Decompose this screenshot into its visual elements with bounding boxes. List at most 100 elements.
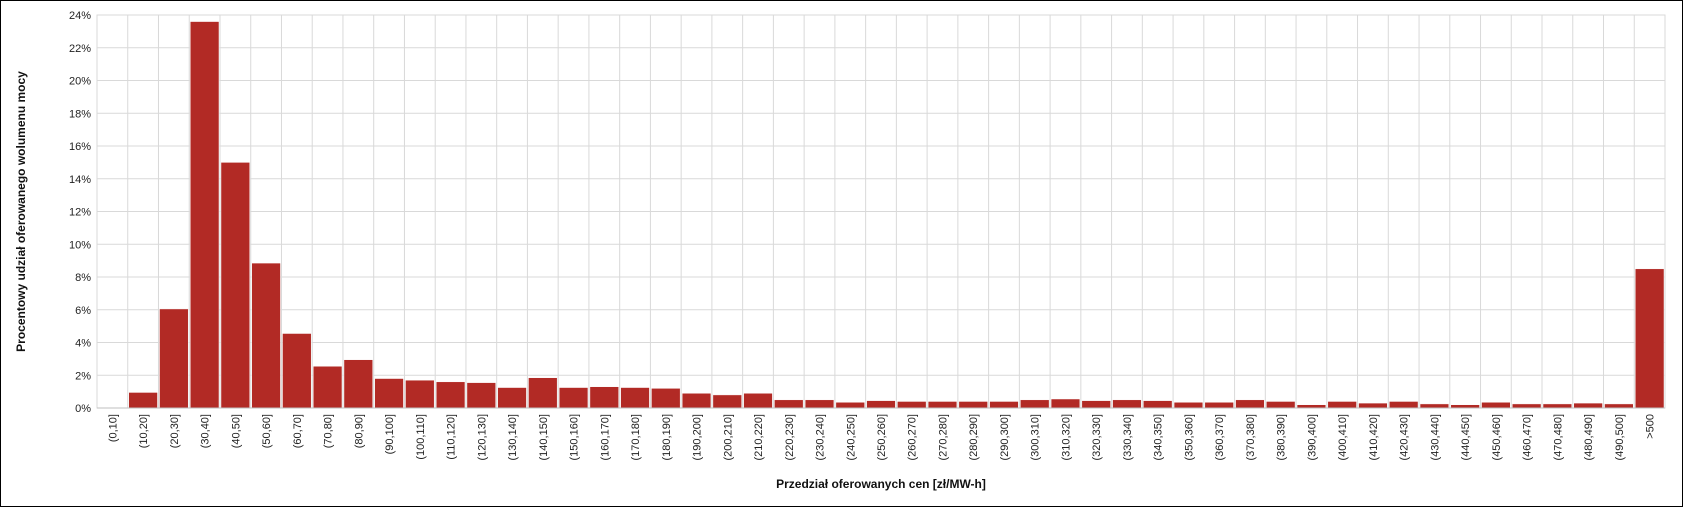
y-tick-label: 10% bbox=[69, 239, 91, 251]
bar bbox=[1573, 402, 1603, 409]
x-tick-label: (180,190] bbox=[661, 414, 673, 460]
x-tick-label: (10,20] bbox=[138, 414, 150, 448]
x-tick-label: >500 bbox=[1645, 414, 1657, 439]
x-tick-label: (380,390] bbox=[1276, 414, 1288, 460]
x-tick-label: (200,210] bbox=[722, 414, 734, 460]
bar bbox=[374, 378, 404, 409]
bar bbox=[620, 387, 650, 409]
x-tick-label: (100,110] bbox=[415, 414, 427, 460]
x-tick-label: (80,90] bbox=[353, 414, 365, 448]
x-tick-label: (430,440] bbox=[1429, 414, 1441, 460]
x-tick-label: (450,460] bbox=[1491, 414, 1503, 460]
x-tick-label: (330,340] bbox=[1122, 414, 1134, 460]
x-tick-label: (150,160] bbox=[569, 414, 581, 460]
bar bbox=[1204, 402, 1234, 409]
bar bbox=[651, 388, 681, 409]
bar bbox=[1020, 399, 1050, 409]
bar bbox=[159, 308, 189, 409]
bar bbox=[1512, 403, 1542, 409]
x-tick-label: (480,490] bbox=[1583, 414, 1595, 460]
x-tick-label: (230,240] bbox=[815, 414, 827, 460]
bar bbox=[1266, 401, 1296, 409]
y-tick-label: 0% bbox=[75, 403, 91, 415]
x-tick-label: (60,70] bbox=[292, 414, 304, 448]
x-tick-label: (210,220] bbox=[753, 414, 765, 460]
x-tick-label: (320,330] bbox=[1091, 414, 1103, 460]
bar bbox=[866, 400, 896, 409]
bar bbox=[712, 394, 742, 409]
x-axis-ticks: (0,10] (10,20] (20,30] (30,40] (40,50] (50,60… bbox=[107, 414, 1656, 460]
bar bbox=[835, 402, 865, 409]
bar bbox=[282, 333, 312, 409]
x-tick-label: (470,480] bbox=[1552, 414, 1564, 460]
x-tick-label: (280,290] bbox=[968, 414, 980, 460]
x-tick-label: (350,360] bbox=[1183, 414, 1195, 460]
x-tick-label: (310,320] bbox=[1060, 414, 1072, 460]
bar bbox=[1050, 398, 1081, 409]
y-tick-label: 12% bbox=[69, 207, 91, 219]
bar bbox=[1081, 400, 1111, 409]
x-tick-label: (290,300] bbox=[999, 414, 1011, 460]
x-tick-label: (190,200] bbox=[692, 414, 704, 460]
bar bbox=[1635, 268, 1665, 409]
bar bbox=[927, 401, 958, 409]
bar bbox=[1327, 401, 1357, 409]
bar bbox=[1481, 402, 1511, 409]
bar bbox=[589, 386, 619, 409]
bar bbox=[558, 387, 589, 409]
bar bbox=[958, 401, 988, 409]
bar bbox=[128, 392, 158, 409]
bar bbox=[1542, 403, 1573, 409]
bar bbox=[989, 401, 1019, 409]
bar bbox=[220, 162, 250, 409]
x-tick-label: (40,50] bbox=[230, 414, 242, 448]
bar bbox=[466, 382, 496, 409]
x-tick-label: (240,250] bbox=[845, 414, 857, 460]
x-tick-label: (370,380] bbox=[1245, 414, 1257, 460]
x-tick-label: (220,230] bbox=[784, 414, 796, 460]
y-tick-label: 18% bbox=[69, 108, 91, 120]
x-tick-label: (90,100] bbox=[384, 414, 396, 454]
bar bbox=[743, 393, 773, 409]
y-axis-ticks: 0% 2% 4% 6% 8% 10% 12% 14% 16% 18% 20% 22% 24% bbox=[69, 10, 91, 415]
bar bbox=[774, 399, 804, 409]
x-tick-label: (360,370] bbox=[1214, 414, 1226, 460]
x-tick-label: (30,40] bbox=[200, 414, 212, 448]
x-tick-label: (110,120] bbox=[446, 414, 458, 460]
x-tick-label: (270,280] bbox=[937, 414, 949, 460]
bar bbox=[897, 401, 927, 409]
y-tick-label: 4% bbox=[75, 338, 91, 350]
bar bbox=[497, 387, 527, 409]
bar bbox=[251, 262, 281, 409]
x-tick-label: (300,310] bbox=[1030, 414, 1042, 460]
bar bbox=[312, 365, 343, 409]
x-tick-label: (250,260] bbox=[876, 414, 888, 460]
bar bbox=[1604, 403, 1634, 409]
x-tick-label: (170,180] bbox=[630, 414, 642, 460]
x-tick-label: (20,30] bbox=[169, 414, 181, 448]
bar bbox=[1143, 400, 1173, 409]
x-tick-label: (390,400] bbox=[1306, 414, 1318, 460]
y-tick-label: 6% bbox=[75, 305, 91, 317]
y-tick-label: 14% bbox=[69, 174, 91, 186]
bar bbox=[435, 381, 466, 409]
x-tick-label: (490,500] bbox=[1614, 414, 1626, 460]
x-tick-label: (260,270] bbox=[907, 414, 919, 460]
y-tick-label: 24% bbox=[69, 10, 91, 22]
x-tick-label: (420,430] bbox=[1399, 414, 1411, 460]
bar bbox=[343, 359, 373, 409]
bar bbox=[1173, 402, 1204, 409]
bar bbox=[189, 21, 220, 409]
x-tick-label: (120,130] bbox=[476, 414, 488, 460]
y-tick-label: 22% bbox=[69, 43, 91, 55]
y-tick-label: 20% bbox=[69, 76, 91, 88]
y-tick-label: 8% bbox=[75, 272, 91, 284]
bar bbox=[1358, 402, 1388, 409]
bar bbox=[804, 399, 835, 409]
x-tick-label: (50,60] bbox=[261, 414, 273, 448]
y-tick-label: 2% bbox=[75, 370, 91, 382]
bar bbox=[1419, 403, 1450, 409]
y-axis-title: Procentowy udział oferowanego wolumenu m… bbox=[14, 71, 28, 352]
x-tick-label: (400,410] bbox=[1337, 414, 1349, 460]
